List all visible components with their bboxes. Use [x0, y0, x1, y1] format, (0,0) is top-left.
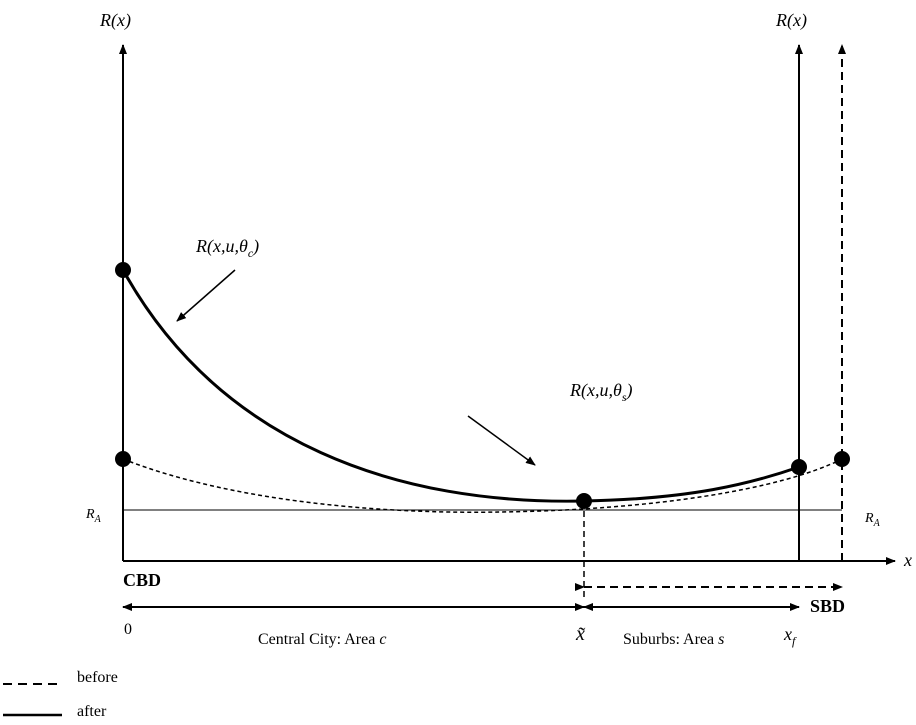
y-axis-label-left: R(x) — [99, 10, 131, 31]
x-f-label: xf — [783, 624, 797, 648]
cbd-label: CBD — [123, 570, 161, 590]
suburbs-area-label: Suburbs: Area s — [623, 631, 724, 648]
legend-label-before: before — [77, 669, 118, 686]
bid-rent-curve-before — [122, 458, 843, 513]
pointer-arrow-suburb — [467, 415, 536, 466]
x-axis-label: x — [903, 550, 912, 570]
point-fringe-before — [834, 451, 850, 467]
suburb-curve-label: R(x,u,θs) — [569, 380, 633, 404]
bid-rent-curve-after — [121, 269, 800, 503]
y-axis-label-right: R(x) — [775, 10, 807, 31]
ra-label-left: RA — [85, 507, 102, 525]
ra-label-right: RA — [864, 511, 881, 529]
point-cbd-before — [115, 451, 131, 467]
point-x-tilde — [576, 493, 592, 509]
legend-label-after: after — [77, 703, 107, 720]
central-city-area-label: Central City: Area c — [258, 631, 386, 648]
point-fringe-after — [791, 459, 807, 475]
central-curve-label: R(x,u,θc) — [195, 236, 259, 260]
point-cbd-after — [115, 262, 131, 278]
sbd-label: SBD — [810, 596, 845, 616]
x-tilde-label: x̃ — [575, 623, 585, 645]
pointer-arrow-central — [176, 269, 236, 322]
origin-label: 0 — [124, 621, 132, 638]
